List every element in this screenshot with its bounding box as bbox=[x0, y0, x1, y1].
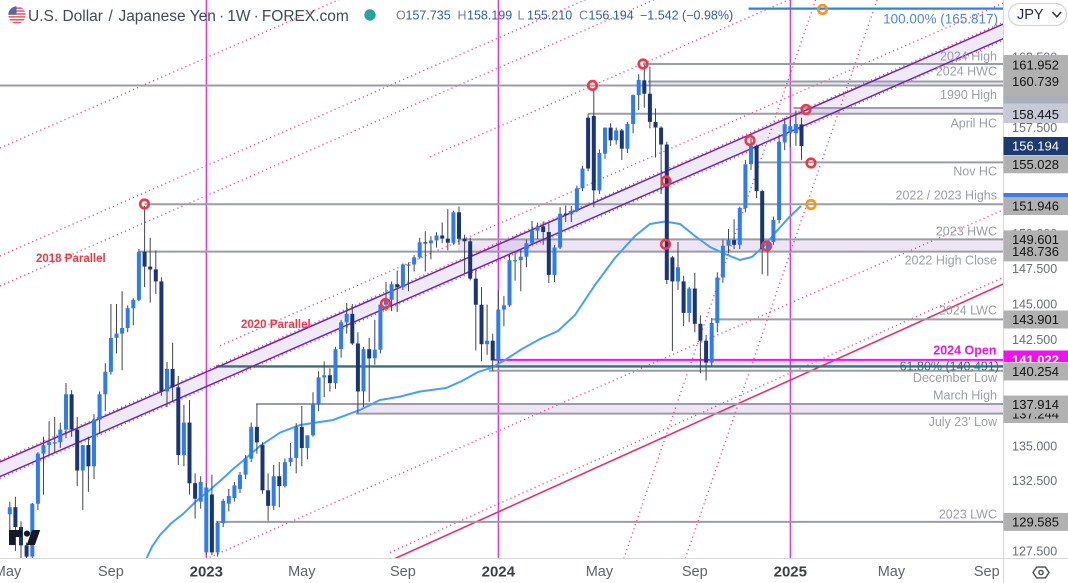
svg-text:H: H bbox=[458, 9, 467, 23]
svg-text:2023: 2023 bbox=[190, 564, 223, 581]
svg-text:2025: 2025 bbox=[774, 564, 807, 581]
svg-text:129.585: 129.585 bbox=[1012, 514, 1059, 529]
svg-text:July 23' Low: July 23' Low bbox=[929, 415, 998, 429]
svg-text:100.00% (165.817): 100.00% (165.817) bbox=[883, 12, 998, 27]
svg-text:Sep: Sep bbox=[682, 564, 708, 580]
svg-text:December Low: December Low bbox=[913, 371, 998, 385]
svg-text:156.194: 156.194 bbox=[589, 9, 634, 23]
svg-text:132.500: 132.500 bbox=[1012, 474, 1057, 488]
svg-text:May: May bbox=[586, 564, 614, 580]
svg-text:Sep: Sep bbox=[974, 564, 1000, 580]
svg-text:2024 LWC: 2024 LWC bbox=[939, 304, 997, 318]
svg-text:137.244: 137.244 bbox=[1012, 407, 1059, 422]
svg-text:May: May bbox=[288, 564, 316, 580]
svg-text:143.901: 143.901 bbox=[1012, 312, 1059, 327]
svg-text:2024: 2024 bbox=[482, 564, 516, 581]
svg-text:Sep: Sep bbox=[98, 564, 124, 580]
svg-text:157.500: 157.500 bbox=[1012, 121, 1057, 135]
svg-text:161.952: 161.952 bbox=[1012, 58, 1059, 73]
svg-text:Sep: Sep bbox=[390, 564, 416, 580]
svg-text:C: C bbox=[579, 9, 588, 23]
svg-text:137.914: 137.914 bbox=[1012, 397, 1059, 412]
svg-text:O: O bbox=[396, 9, 406, 23]
svg-text:L: L bbox=[518, 9, 525, 23]
svg-text:145.000: 145.000 bbox=[1012, 298, 1057, 312]
svg-text:160.739: 160.739 bbox=[1012, 74, 1059, 89]
svg-text:2024 High: 2024 High bbox=[940, 50, 997, 64]
svg-text:April HC: April HC bbox=[950, 117, 997, 131]
svg-text:2018 Parallel: 2018 Parallel bbox=[36, 253, 106, 265]
svg-text:1990 High: 1990 High bbox=[940, 88, 997, 102]
svg-text:135.000: 135.000 bbox=[1012, 440, 1057, 454]
svg-text:156.194: 156.194 bbox=[1012, 139, 1059, 154]
svg-text:U.S. Dollar / Japanese Yen ·: U.S. Dollar / Japanese Yen · 1W · FOREX.… bbox=[28, 8, 349, 25]
svg-text:127.500: 127.500 bbox=[1012, 545, 1057, 559]
svg-text:158.199: 158.199 bbox=[467, 9, 512, 23]
svg-text:61.80% (140.491): 61.80% (140.491) bbox=[900, 360, 999, 374]
svg-text:157.735: 157.735 bbox=[406, 9, 451, 23]
svg-text:151.946: 151.946 bbox=[1012, 199, 1059, 214]
svg-text:2022 High Close: 2022 High Close bbox=[905, 254, 997, 268]
svg-text:2023 LWC: 2023 LWC bbox=[939, 508, 997, 522]
svg-text:148.736: 148.736 bbox=[1012, 244, 1059, 259]
svg-text:142.500: 142.500 bbox=[1012, 333, 1057, 347]
svg-text:−1.542 (−0.98%): −1.542 (−0.98%) bbox=[640, 9, 733, 23]
svg-text:May: May bbox=[878, 564, 906, 580]
svg-text:158.445: 158.445 bbox=[1012, 107, 1059, 122]
svg-text:140.254: 140.254 bbox=[1012, 364, 1059, 379]
svg-text:2023 HWC: 2023 HWC bbox=[936, 225, 997, 239]
svg-text:2020 Parallel: 2020 Parallel bbox=[241, 319, 311, 331]
svg-text:JPY: JPY bbox=[1017, 7, 1044, 23]
svg-text:155.028: 155.028 bbox=[1012, 157, 1059, 172]
svg-text:March High: March High bbox=[933, 389, 997, 403]
svg-text:Nov HC: Nov HC bbox=[953, 165, 997, 179]
svg-text:2024 HWC: 2024 HWC bbox=[936, 65, 997, 79]
svg-text:149.601: 149.601 bbox=[1012, 232, 1059, 247]
svg-text:May: May bbox=[0, 564, 22, 580]
svg-text:155.210: 155.210 bbox=[527, 9, 572, 23]
svg-text:2024 Open: 2024 Open bbox=[933, 344, 996, 358]
svg-text:147.500: 147.500 bbox=[1012, 262, 1057, 276]
svg-text:2022 / 2023 Highs: 2022 / 2023 Highs bbox=[896, 189, 997, 203]
